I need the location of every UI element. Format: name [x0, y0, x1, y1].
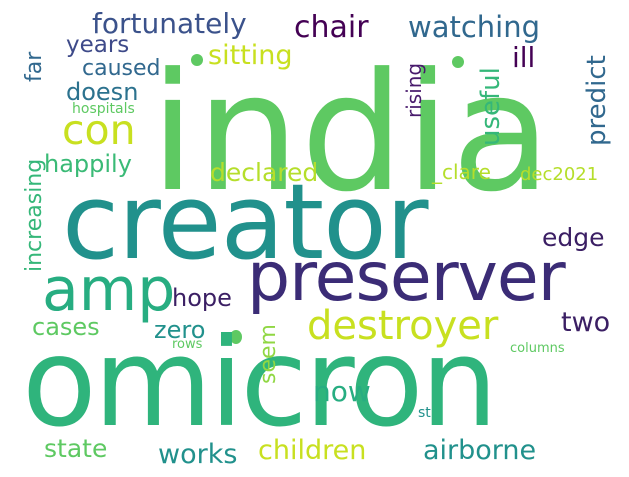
word-hospitals: hospitals	[72, 101, 135, 117]
word-dec2021: dec2021	[520, 164, 599, 185]
word-years: years	[66, 32, 130, 58]
word-con: con	[62, 106, 136, 154]
word-declared: declared	[210, 158, 319, 187]
dot	[452, 56, 464, 68]
word-watching: watching	[408, 10, 541, 44]
word-destroyer: destroyer	[307, 303, 499, 349]
word-ill: ill	[512, 41, 536, 74]
word-zero: zero	[154, 316, 206, 344]
dot	[230, 330, 242, 344]
word-state: state	[44, 434, 108, 463]
word-doesn: doesn	[66, 78, 139, 106]
word-creator: creator	[62, 161, 429, 283]
word-two: two	[561, 307, 611, 338]
word-sitting: sitting	[208, 40, 293, 71]
word-useful: useful	[476, 67, 506, 146]
word-works: works	[158, 439, 238, 470]
word-preserver: preserver	[247, 238, 566, 317]
word-children: children	[258, 435, 367, 466]
word-happily: happily	[44, 150, 132, 178]
word-far: far	[22, 51, 47, 82]
word-airborne: airborne	[423, 435, 537, 466]
dot	[191, 54, 203, 66]
word-clare: _clare	[432, 160, 491, 184]
word-caused: caused	[82, 56, 161, 81]
word-india: india	[150, 39, 553, 228]
word-predict: predict	[582, 55, 612, 146]
word-omicron: omicron	[22, 312, 498, 454]
word-edge: edge	[542, 223, 605, 252]
word-st: st	[418, 405, 431, 421]
word-hope: hope	[172, 284, 232, 312]
word-seem: seem	[256, 324, 281, 384]
word-rows: rows	[172, 337, 203, 352]
word-columns: columns	[510, 341, 565, 356]
word-rising: rising	[402, 62, 426, 118]
word-amp: amp	[42, 255, 176, 325]
word-increasing: increasing	[22, 158, 47, 272]
word-cases: cases	[32, 313, 100, 341]
word-fortunately: fortunately	[92, 7, 247, 40]
word-now: now	[313, 375, 371, 408]
word-chair: chair	[294, 10, 369, 45]
